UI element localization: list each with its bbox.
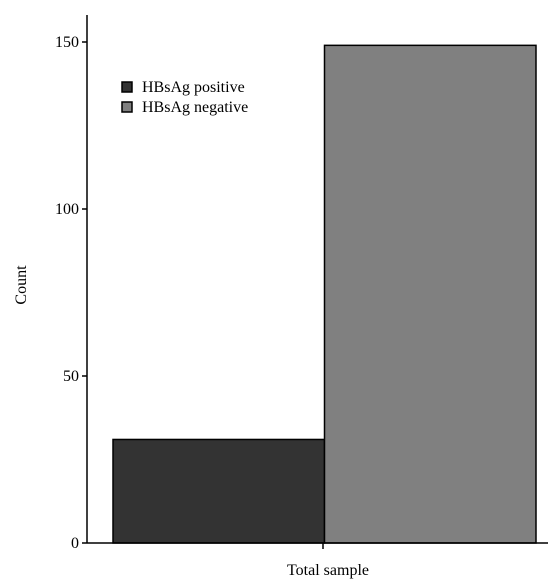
legend-label: HBsAg positive: [142, 79, 245, 96]
y-tick-label: 50: [63, 368, 79, 385]
y-tick-label: 150: [55, 34, 79, 51]
bars-group: [112, 44, 537, 544]
x-ticks-group: Total sample: [287, 543, 369, 579]
legend-swatch: [121, 81, 133, 93]
bar-hbsag-negative: [323, 44, 537, 544]
legend: HBsAg positive HBsAg negative: [121, 79, 248, 116]
y-tick-label: 100: [55, 201, 79, 218]
y-ticks-group: 0 50 100 150: [55, 34, 87, 552]
bar-hbsag-positive: [112, 438, 326, 544]
y-axis-title: Count: [13, 265, 30, 305]
x-tick-label: Total sample: [287, 562, 369, 579]
legend-swatch: [121, 101, 133, 113]
y-tick-label: 0: [71, 535, 79, 552]
legend-label: HBsAg negative: [142, 99, 248, 116]
